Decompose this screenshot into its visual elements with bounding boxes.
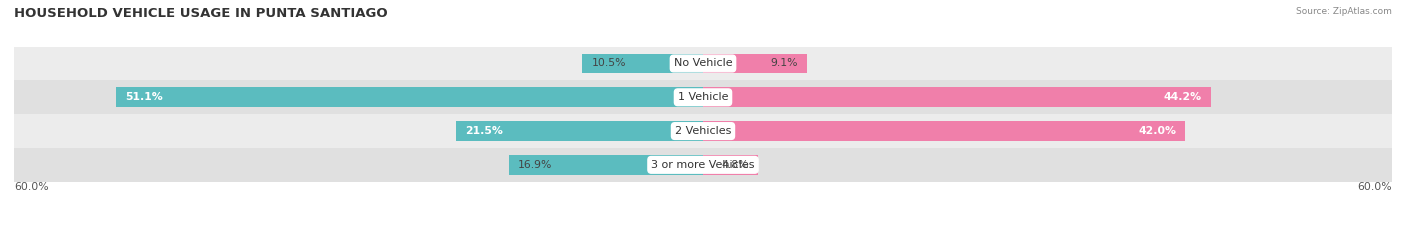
Bar — [582, 54, 703, 73]
Bar — [703, 121, 1185, 141]
Text: 44.2%: 44.2% — [1163, 92, 1201, 102]
Bar — [509, 155, 703, 175]
Bar — [14, 114, 1392, 148]
Bar — [14, 80, 1392, 114]
Text: 42.0%: 42.0% — [1137, 126, 1175, 136]
Text: 4.8%: 4.8% — [721, 160, 749, 170]
Bar — [703, 87, 1211, 107]
Bar — [703, 54, 807, 73]
Text: 51.1%: 51.1% — [125, 92, 163, 102]
Bar — [117, 87, 703, 107]
Text: HOUSEHOLD VEHICLE USAGE IN PUNTA SANTIAGO: HOUSEHOLD VEHICLE USAGE IN PUNTA SANTIAG… — [14, 7, 388, 20]
Text: 16.9%: 16.9% — [519, 160, 553, 170]
Text: 3 or more Vehicles: 3 or more Vehicles — [651, 160, 755, 170]
Text: 21.5%: 21.5% — [465, 126, 503, 136]
Text: No Vehicle: No Vehicle — [673, 58, 733, 69]
Text: 9.1%: 9.1% — [770, 58, 799, 69]
Bar — [14, 47, 1392, 80]
Text: 10.5%: 10.5% — [592, 58, 626, 69]
Bar — [456, 121, 703, 141]
Text: 2 Vehicles: 2 Vehicles — [675, 126, 731, 136]
Text: 60.0%: 60.0% — [14, 182, 49, 192]
Text: Source: ZipAtlas.com: Source: ZipAtlas.com — [1296, 7, 1392, 16]
Text: 60.0%: 60.0% — [1357, 182, 1392, 192]
Bar — [703, 155, 758, 175]
Text: 1 Vehicle: 1 Vehicle — [678, 92, 728, 102]
Bar — [14, 148, 1392, 182]
